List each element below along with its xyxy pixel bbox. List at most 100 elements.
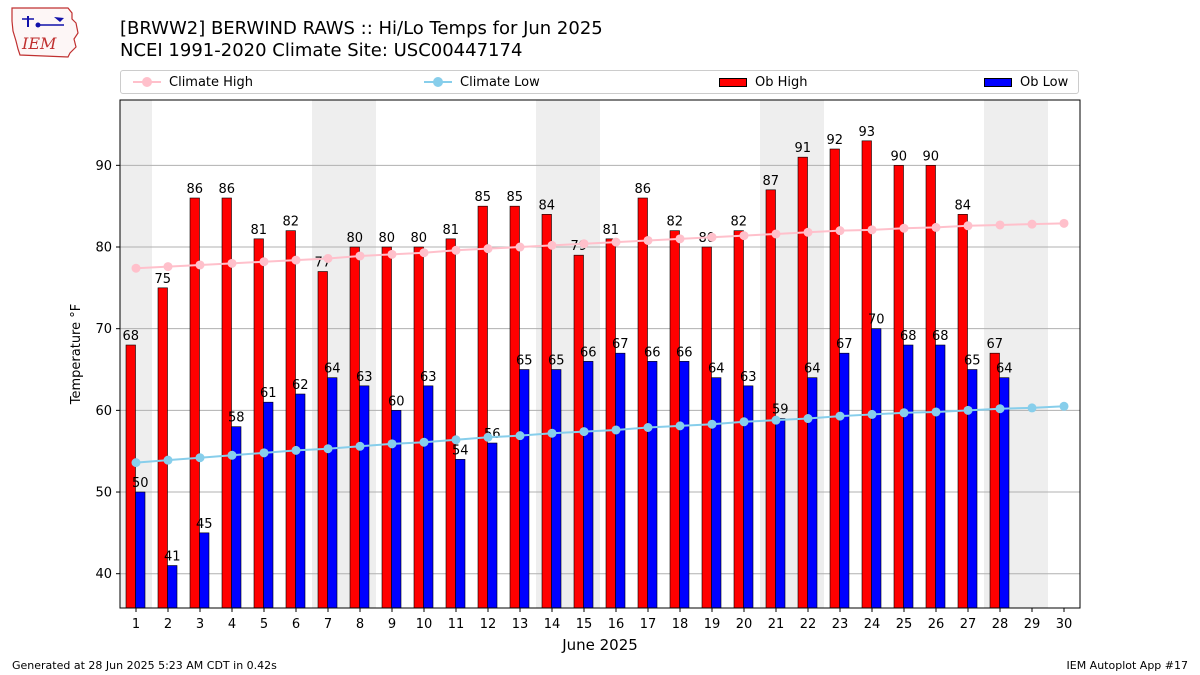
climate-high-point [291, 255, 301, 265]
x-tick-label: 2 [164, 617, 172, 632]
x-tick-label: 30 [1056, 617, 1073, 632]
x-tick-label: 12 [480, 617, 497, 632]
climate-high-line [135, 222, 1065, 270]
x-tick-label: 6 [292, 617, 300, 632]
y-tick-label: 90 [95, 159, 112, 174]
x-tick-label: 11 [448, 617, 465, 632]
climate-low-point [835, 411, 845, 421]
ob-low-bar [327, 377, 338, 609]
y-tick-label: 80 [95, 241, 112, 256]
x-tick-label: 20 [736, 617, 753, 632]
ob-high-label: 85 [474, 190, 491, 205]
ob-high-bar [669, 230, 680, 609]
ob-low-bar [871, 328, 882, 609]
ob-low-bar [455, 459, 466, 609]
ob-high-label: 82 [282, 215, 299, 230]
ob-high-label: 86 [634, 182, 651, 197]
climate-low-swatch [424, 75, 452, 89]
ob-high-bar [413, 246, 424, 609]
climate-low-line [135, 405, 1065, 464]
ob-low-label: 68 [900, 329, 917, 344]
legend-label-ob-low: Ob Low [1020, 74, 1069, 90]
legend-item-climate-low: Climate Low [424, 71, 540, 93]
climate-low-point [931, 407, 941, 417]
climate-low-point [355, 441, 365, 451]
footer-generated: Generated at 28 Jun 2025 5:23 AM CDT in … [12, 659, 277, 672]
ob-low-bar [615, 352, 626, 609]
climate-low-point [163, 455, 173, 465]
climate-high-point [931, 222, 941, 232]
climate-high-point [963, 221, 973, 231]
x-tick-label: 24 [864, 617, 881, 632]
ob-high-label: 75 [154, 272, 171, 287]
climate-high-point [707, 232, 717, 242]
plot-frame [119, 99, 1081, 609]
weekend-shade [1016, 100, 1048, 608]
climate-high-point [547, 240, 557, 250]
ob-low-label: 68 [932, 329, 949, 344]
climate-low-point [483, 432, 493, 442]
legend-item-ob-low: Ob Low [984, 71, 1068, 93]
ob-high-label: 80 [410, 231, 427, 246]
ob-high-label: 81 [250, 223, 267, 238]
x-tick-label: 5 [260, 617, 268, 632]
x-tick-label: 10 [416, 617, 433, 632]
climate-low-point [131, 458, 141, 468]
climate-low-point [419, 437, 429, 447]
ob-high-bar [253, 238, 264, 609]
x-axis-label: June 2025 [561, 636, 638, 654]
x-tick-label: 7 [324, 617, 332, 632]
ob-high-bar [797, 156, 808, 609]
ob-high-label: 90 [922, 149, 939, 164]
x-tick-label: 1 [132, 617, 140, 632]
x-tick-label: 3 [196, 617, 204, 632]
x-tick-label: 26 [928, 617, 945, 632]
climate-high-point [323, 253, 333, 263]
ob-low-label: 54 [452, 443, 469, 458]
ob-low-label: 60 [388, 394, 405, 409]
ob-high-bar [925, 165, 936, 609]
climate-high-point [515, 242, 525, 252]
climate-high-point [163, 262, 173, 272]
footer-app: IEM Autoplot App #17 [1066, 659, 1189, 672]
ob-high-label: 85 [506, 190, 523, 205]
ob-high-label: 91 [794, 141, 811, 156]
x-tick-label: 18 [672, 617, 689, 632]
y-tick-label: 50 [95, 486, 112, 501]
ob-low-label: 59 [772, 403, 789, 418]
ob-high-bar [381, 246, 392, 609]
ob-high-label: 82 [666, 215, 683, 230]
legend-item-ob-high: Ob High [719, 71, 808, 93]
ob-low-bar [167, 565, 178, 609]
climate-low-point [547, 428, 557, 438]
ob-high-bar [189, 197, 200, 609]
ob-low-label: 65 [516, 354, 533, 369]
ob-low-label: 67 [612, 337, 629, 352]
x-tick-label: 27 [960, 617, 977, 632]
climate-low-point [867, 409, 877, 419]
ob-high-label: 86 [186, 182, 203, 197]
climate-low-point [739, 417, 749, 427]
climate-high-point [259, 257, 269, 267]
x-tick-label: 17 [640, 617, 657, 632]
ob-low-bar [295, 393, 306, 609]
ob-high-bar [509, 205, 520, 609]
x-tick-label: 16 [608, 617, 625, 632]
ob-low-label: 63 [740, 370, 757, 385]
ob-low-label: 65 [964, 354, 981, 369]
legend-item-climate-high: Climate High [133, 71, 253, 93]
ob-high-label: 81 [442, 223, 459, 238]
legend-label-ob-high: Ob High [755, 74, 808, 90]
x-tick-label: 13 [512, 617, 529, 632]
chart-title: [BRWW2] BERWIND RAWS :: Hi/Lo Temps for … [120, 18, 603, 39]
climate-high-point [1027, 219, 1037, 229]
ob-low-label: 64 [996, 362, 1013, 377]
ob-low-label: 64 [804, 362, 821, 377]
ob-low-label: 64 [708, 362, 725, 377]
ob-high-bar [861, 140, 872, 609]
ob-high-label: 84 [538, 198, 555, 213]
climate-low-point [323, 444, 333, 454]
x-tick-label: 21 [768, 617, 785, 632]
ob-low-bar [487, 442, 498, 609]
ob-low-label: 65 [548, 354, 565, 369]
